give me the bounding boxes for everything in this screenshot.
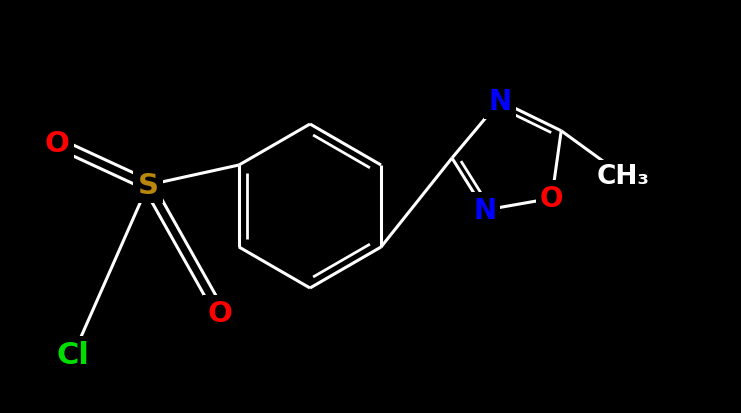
Text: N: N bbox=[473, 197, 496, 225]
Text: N: N bbox=[488, 88, 511, 116]
Text: O: O bbox=[207, 299, 233, 327]
Text: Cl: Cl bbox=[56, 341, 90, 370]
Text: O: O bbox=[44, 130, 70, 158]
Text: O: O bbox=[540, 185, 563, 213]
Text: S: S bbox=[138, 171, 159, 199]
Text: CH₃: CH₃ bbox=[597, 164, 650, 189]
